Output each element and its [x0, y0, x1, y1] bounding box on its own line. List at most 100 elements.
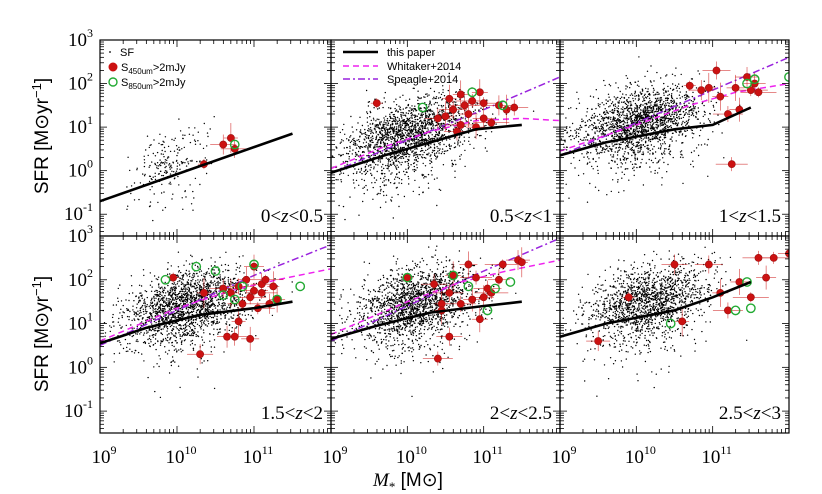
sf-point	[663, 134, 665, 136]
sf-point	[414, 148, 416, 150]
sf-point	[418, 141, 420, 143]
sf-point	[670, 126, 673, 129]
sf-point	[635, 118, 638, 120]
sf-point	[643, 109, 645, 111]
sf-point	[236, 326, 238, 328]
sf-point	[480, 134, 482, 137]
sf-point	[603, 111, 606, 113]
sf-point	[654, 93, 657, 96]
sf-point	[450, 118, 453, 121]
sf-point	[591, 129, 593, 131]
sf-point	[656, 121, 659, 124]
sf-point	[427, 182, 430, 184]
sf-point	[576, 91, 578, 94]
sf-point	[684, 97, 686, 99]
sf-point	[611, 125, 614, 127]
sf-point	[381, 133, 383, 136]
sf-point	[619, 121, 622, 124]
sf-point	[154, 175, 156, 178]
sf-point	[612, 117, 614, 120]
panel-1: 0<z<0.5	[99, 39, 332, 237]
sf-point	[149, 201, 152, 203]
sf-point	[648, 92, 651, 95]
sf-point	[187, 293, 189, 295]
sf-point	[414, 154, 416, 156]
sf-point	[632, 100, 635, 102]
sf-point	[197, 279, 199, 281]
sf-point	[433, 112, 435, 114]
sf-point	[681, 85, 684, 88]
sf-point	[625, 88, 627, 90]
sf-point	[608, 127, 610, 129]
sf-point	[182, 161, 184, 164]
sf-point	[628, 130, 631, 132]
sf-point	[673, 120, 675, 123]
sf-point	[646, 106, 649, 108]
sf-point	[628, 146, 630, 148]
sf-point	[599, 130, 602, 132]
sf-point	[656, 128, 658, 130]
sf-point	[357, 168, 360, 170]
sf-point	[678, 106, 680, 108]
sf-point	[352, 131, 354, 133]
sf-point	[638, 98, 640, 101]
sf-point	[620, 166, 622, 168]
sf-point	[636, 105, 639, 107]
sf-point	[712, 131, 714, 133]
sf-point	[410, 131, 412, 133]
sf-point	[661, 99, 663, 101]
sf-point	[395, 119, 397, 121]
sf-point	[343, 123, 345, 126]
sf-point	[611, 101, 614, 103]
sf-point	[662, 143, 664, 145]
sf-point	[126, 186, 128, 188]
sf-point	[651, 138, 653, 141]
sf-points	[560, 56, 758, 203]
sf-point	[634, 111, 637, 113]
sf-point	[690, 100, 693, 102]
sf-point	[364, 131, 367, 134]
sf-point	[665, 91, 668, 93]
sf-point	[364, 169, 367, 172]
sf-point	[591, 108, 593, 110]
sf-point	[103, 322, 106, 324]
sf-point	[472, 122, 474, 125]
sf-point	[589, 182, 591, 185]
sf-point	[358, 140, 361, 143]
sf-point	[575, 131, 578, 133]
sf-point	[396, 159, 398, 161]
sf-point	[621, 101, 623, 103]
sf-point	[432, 120, 434, 123]
sf-point	[349, 147, 351, 149]
sf-point	[589, 161, 591, 163]
sf-point	[633, 113, 635, 115]
sf-point	[410, 133, 412, 135]
sf-point	[464, 125, 466, 128]
sf-point	[393, 115, 395, 118]
sf-point	[635, 128, 637, 131]
sf-point	[409, 154, 411, 156]
sf-point	[173, 178, 176, 180]
sf-point	[380, 142, 382, 145]
sf-point	[367, 154, 369, 157]
sf-point	[605, 110, 608, 112]
sf-point	[436, 124, 438, 126]
sf-point	[648, 140, 650, 142]
sf-point	[213, 387, 216, 390]
sf-point	[380, 136, 383, 139]
sf-point	[364, 136, 367, 138]
sf-point	[425, 157, 427, 159]
sf-point	[389, 155, 392, 157]
sf-point	[402, 122, 404, 124]
sf-point	[329, 159, 330, 160]
sf-point	[442, 129, 444, 131]
sf-point	[376, 141, 378, 144]
sf-point	[224, 269, 227, 271]
sf-point	[695, 113, 698, 115]
sf-point	[434, 136, 437, 138]
sf-point	[589, 125, 591, 127]
sf-point	[438, 188, 440, 191]
sf-point	[618, 135, 620, 138]
sf-point	[159, 164, 161, 166]
sf-point	[650, 107, 652, 110]
